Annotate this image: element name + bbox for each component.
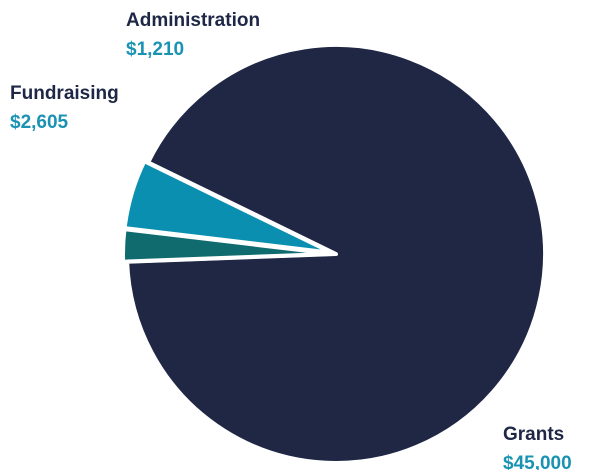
slice-value-grants: $45,000 — [503, 453, 572, 470]
slice-value-fundraising: $2,605 — [10, 112, 69, 133]
slice-label-administration: Administration — [126, 10, 260, 31]
pie-labels: Grants $45,000 Administration $1,210 Fundrai… — [10, 10, 572, 470]
slice-value-administration: $1,210 — [126, 39, 184, 60]
pie-slice-fundraising — [122, 159, 335, 255]
slice-label-grants: Grants — [503, 424, 564, 445]
pie-slice-grants — [125, 43, 547, 465]
slice-label-fundraising: Fundraising — [10, 83, 119, 104]
pie-slices — [121, 43, 547, 465]
